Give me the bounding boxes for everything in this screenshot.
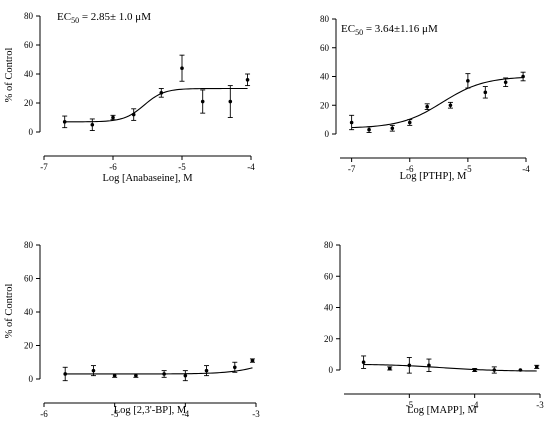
data-point: [472, 368, 477, 372]
data-point: [204, 368, 209, 373]
data-point: [183, 373, 188, 378]
fit-curve: [64, 87, 248, 123]
data-point: [390, 126, 395, 131]
data-point: [521, 74, 525, 79]
data-point: [63, 372, 67, 376]
data-point: [448, 103, 453, 108]
data-point: [483, 90, 488, 95]
data-point: [407, 120, 412, 125]
data-point: [534, 365, 539, 369]
y-tick-label: 20: [320, 100, 330, 110]
y-tick-label: 40: [24, 307, 34, 317]
x-tick-label: -3: [536, 400, 544, 410]
data-point: [361, 360, 366, 364]
x-tick-label: -4: [471, 400, 479, 410]
data-point: [180, 66, 184, 70]
y-tick-label: 20: [24, 98, 34, 108]
data-point: [427, 363, 431, 368]
y-tick-label: 0: [29, 127, 34, 137]
y-tick-label: 80: [24, 240, 34, 250]
data-point: [503, 80, 508, 85]
data-point: [62, 120, 67, 124]
y-tick-label: 0: [325, 129, 330, 139]
chart-panel-2: 0 20 40 60 80 -7 -6 -5 -4 Log [PTHP], M EC50 = 3.6…: [320, 14, 530, 182]
x-tick-label: -7: [348, 164, 356, 174]
data-point: [245, 78, 250, 82]
data-point: [131, 112, 136, 117]
data-point: [111, 115, 115, 120]
data-point: [90, 122, 95, 127]
y-tick-label: 60: [324, 271, 334, 281]
chart-panel-4: 0 20 40 60 80 -5 -4 -3 Log [MAPP], M: [324, 240, 544, 416]
y-tick-label: 80: [24, 11, 34, 21]
data-point: [492, 368, 497, 372]
y-tick-label: 0: [329, 365, 334, 375]
data-point: [349, 120, 354, 125]
y-axis-label: % of Control: [4, 48, 15, 103]
y-tick-label: 60: [24, 40, 34, 50]
y-tick-label: 0: [29, 374, 34, 384]
fit-curve: [65, 367, 253, 375]
data-point: [200, 99, 205, 104]
data-point: [425, 104, 429, 109]
x-tick-label: -6: [109, 162, 117, 172]
chart-panel-1: 0 20 40 60 80 -7 -6 -5 -4 Log [Anabaseine], M % of…: [4, 11, 255, 184]
data-point: [233, 365, 237, 370]
fit-curve: [351, 77, 524, 129]
x-tick-label: -6: [40, 409, 48, 419]
x-tick-label: -5: [178, 162, 186, 172]
data-point: [518, 368, 523, 372]
data-point: [112, 373, 117, 378]
y-tick-label: 80: [324, 240, 334, 250]
y-tick-label: 40: [324, 303, 334, 313]
data-point: [367, 127, 371, 132]
ec50-annotation: EC50 = 3.64±1.16 μM: [341, 23, 438, 37]
x-tick-label: -7: [40, 162, 48, 172]
data-point: [466, 79, 470, 83]
x-tick-label: -4: [522, 164, 530, 174]
data-point: [159, 91, 164, 95]
y-tick-label: 40: [24, 69, 34, 79]
x-tick-label: -4: [247, 162, 255, 172]
x-axis-label: Log [MAPP], M: [407, 405, 477, 416]
y-axis-label: % of Control: [4, 284, 15, 339]
x-tick-label: -5: [464, 164, 472, 174]
x-axis-label: Log [PTHP], M: [400, 171, 467, 182]
data-point: [162, 372, 166, 376]
x-tick-label: -4: [182, 409, 190, 419]
data-point: [228, 99, 233, 104]
x-tick-label: -5: [406, 400, 414, 410]
x-tick-label: -5: [111, 409, 119, 419]
data-point: [407, 363, 412, 368]
data-point: [134, 373, 138, 378]
ec50-annotation: EC50 = 2.85± 1.0 μM: [57, 11, 151, 25]
y-tick-label: 60: [24, 274, 34, 284]
x-axis-label: Log [2,3'-BP], M: [114, 405, 187, 416]
chart-panel-3: 0 20 40 60 80 -6 -5 -4 -3 Log [2,3'-BP], M % of Co…: [4, 240, 260, 419]
data-point: [91, 368, 96, 373]
y-tick-label: 60: [320, 43, 330, 53]
x-axis-label: Log [Anabaseine], M: [102, 173, 193, 184]
y-tick-label: 40: [320, 72, 330, 82]
x-tick-label: -6: [406, 164, 414, 174]
data-point: [387, 366, 392, 371]
fit-curve: [363, 363, 537, 372]
x-tick-label: -3: [252, 409, 260, 419]
y-tick-label: 80: [320, 14, 330, 24]
data-point: [250, 358, 255, 363]
y-tick-label: 20: [24, 341, 34, 351]
y-tick-label: 20: [324, 334, 334, 344]
